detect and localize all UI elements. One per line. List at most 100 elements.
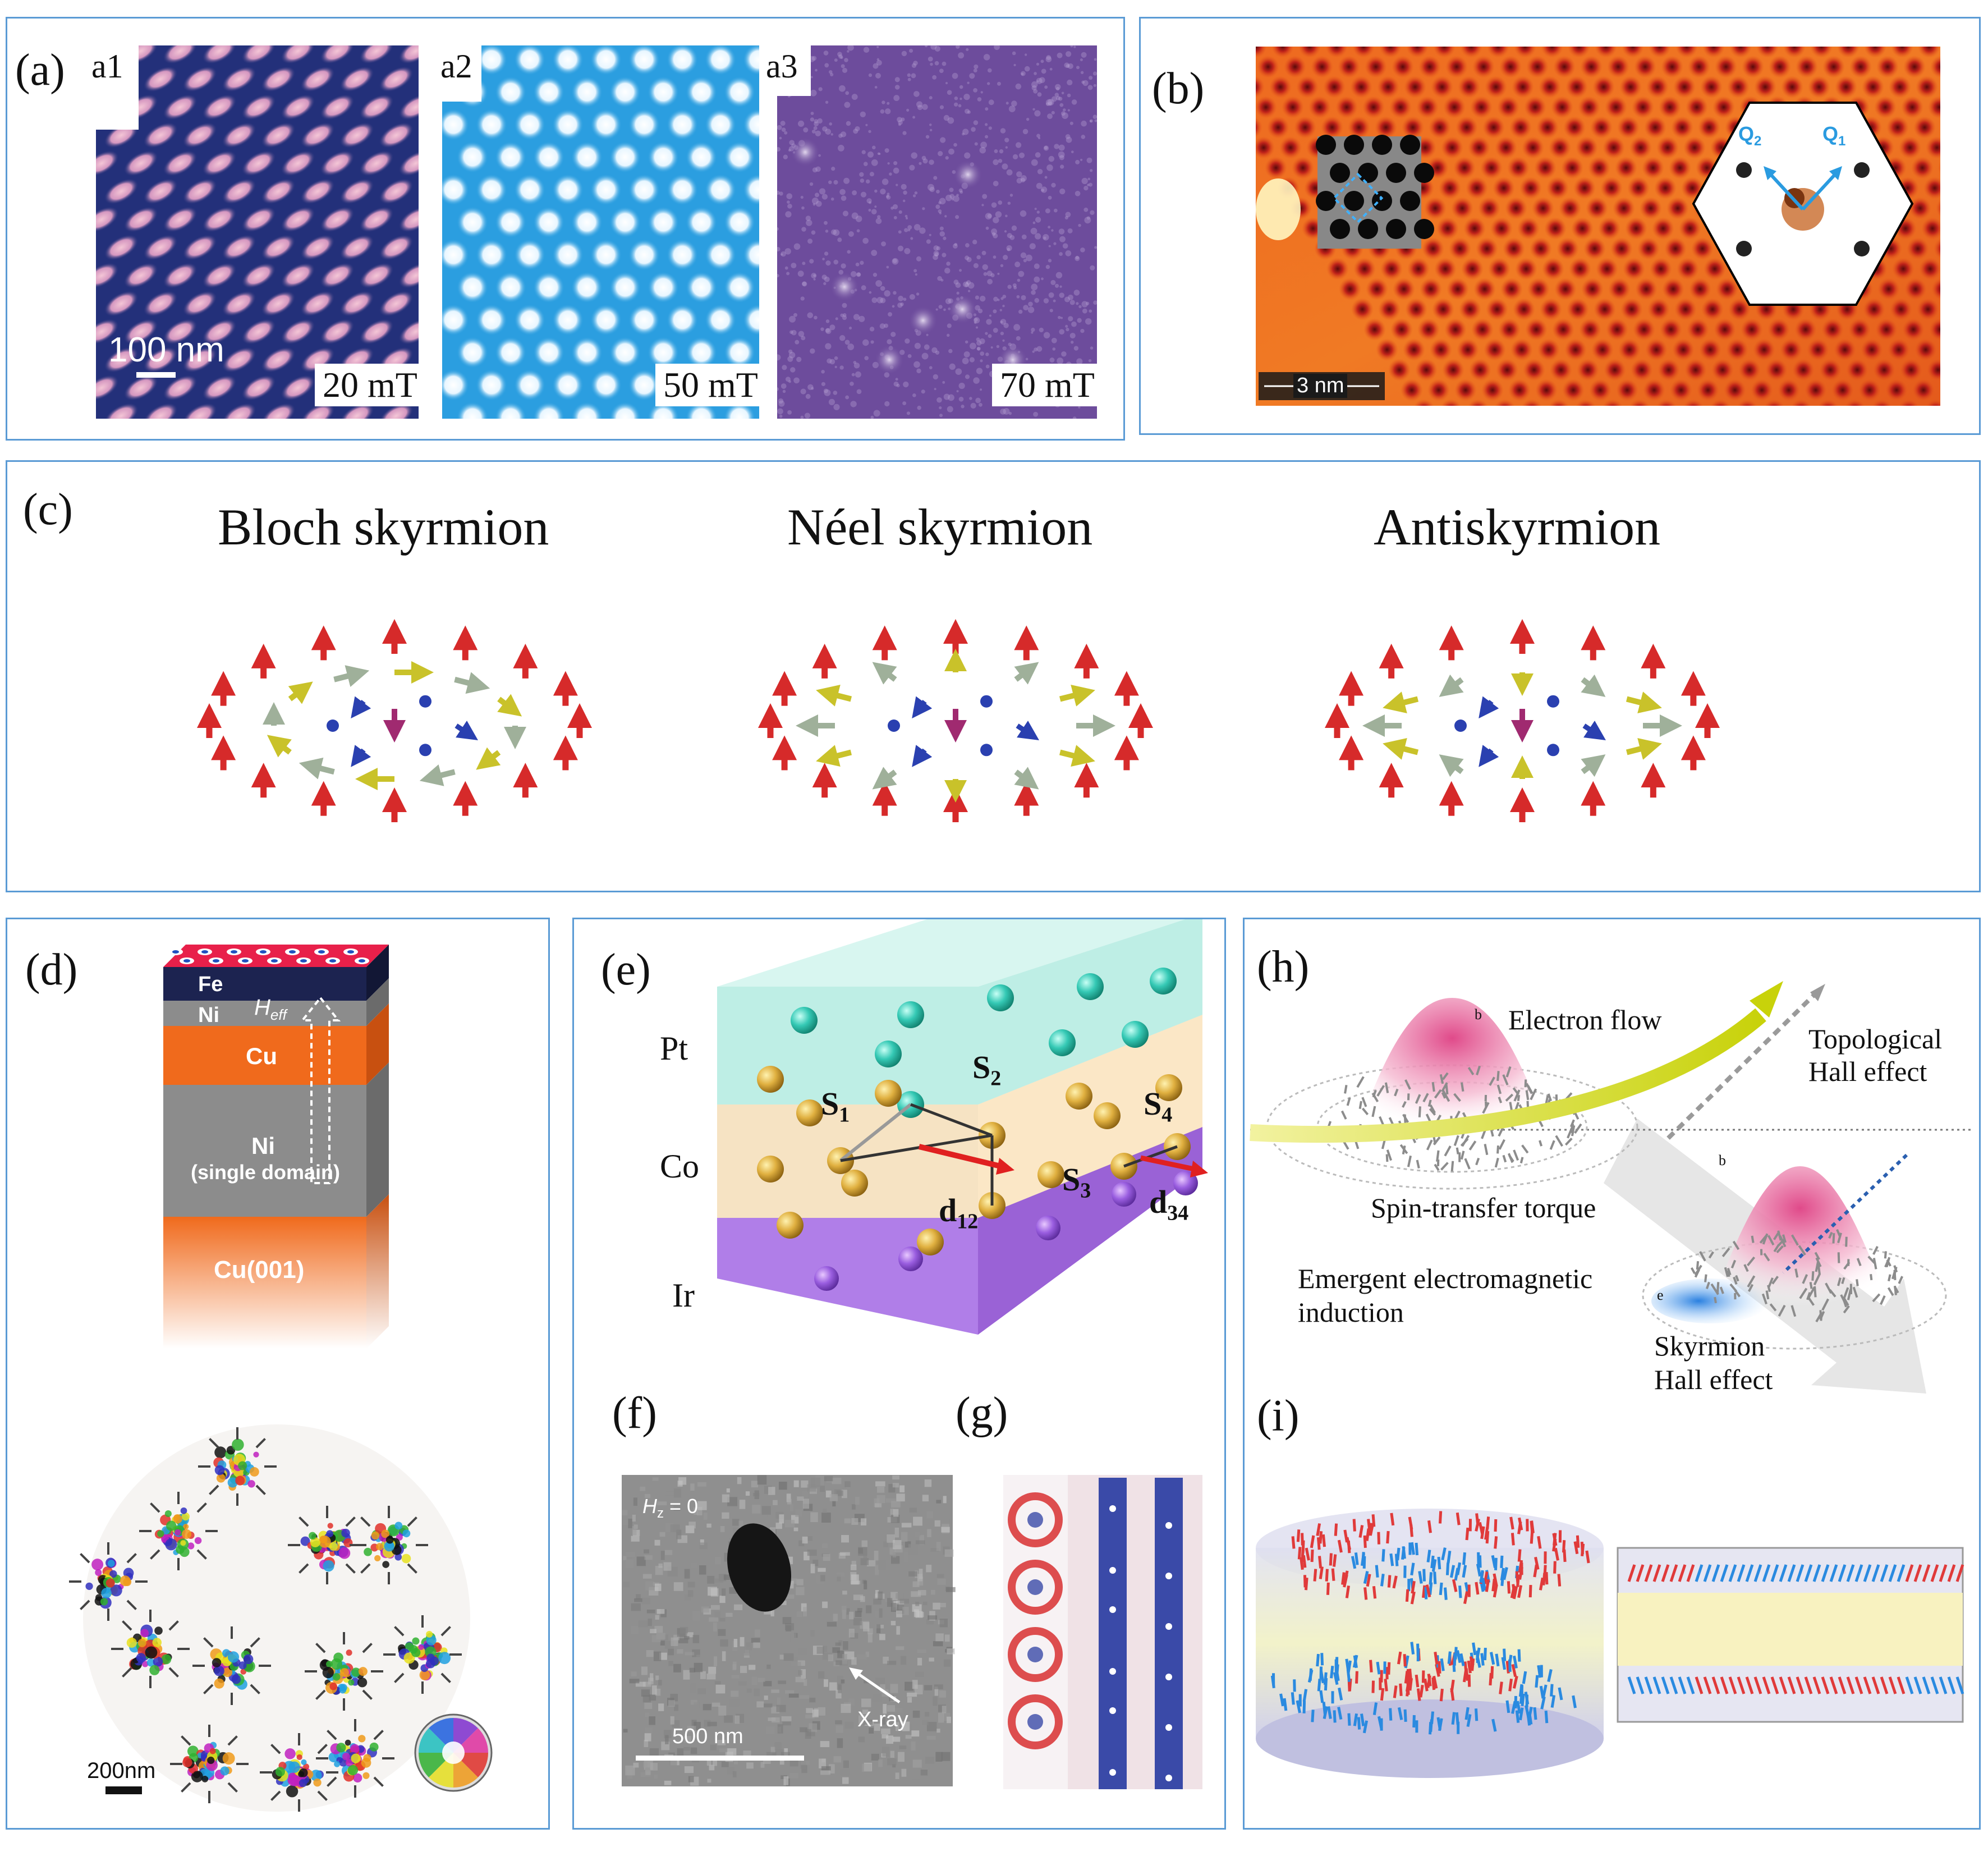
noise-speck (786, 272, 790, 276)
skyrmion-spot (261, 178, 296, 205)
skyrmion-spot (609, 76, 641, 108)
top-dot-core (260, 950, 267, 954)
noise-speck (959, 97, 962, 100)
spin-arrow (1771, 1276, 1779, 1285)
skyrmion-pixel (341, 1528, 350, 1538)
lattice-spot (1821, 318, 1844, 341)
spin-arrow (419, 764, 456, 786)
skyrmion-pixel (319, 1536, 327, 1543)
hz-sub: z (657, 1506, 664, 1522)
lattice-spot (1629, 136, 1652, 159)
noise-speck (810, 89, 817, 97)
skyrmion-pixel (351, 1667, 361, 1677)
skyrmion-pixel (403, 1652, 415, 1664)
skyrmion-spot (104, 178, 139, 205)
noise-pixel (640, 1487, 646, 1491)
skyrmion-pixel (182, 1524, 189, 1530)
spin-arrow (1636, 1676, 1645, 1694)
lattice-spot (1353, 258, 1376, 280)
noise-speck (825, 100, 829, 104)
noise-speck (919, 162, 922, 165)
skyrmion-spot (552, 45, 584, 75)
lattice-spot (1339, 278, 1361, 300)
noise-speck (985, 364, 990, 369)
noise-speck (871, 297, 878, 303)
spin-arrow (1955, 1676, 1964, 1694)
skyrmion-pixel (328, 1752, 339, 1763)
noise-pixel (893, 1509, 899, 1517)
spin-arrow (1794, 1268, 1799, 1278)
noise-speck (1054, 144, 1059, 149)
noise-pixel (644, 1555, 653, 1560)
noise-speck (997, 81, 1001, 86)
noise-speck (984, 123, 988, 126)
spin-arrow (912, 696, 933, 719)
noise-speck (933, 250, 939, 256)
noise-speck (864, 356, 869, 360)
noise-speck (873, 63, 879, 69)
skyrmion-spot (953, 160, 982, 189)
noise-pixel (726, 1488, 730, 1493)
noise-pixel (915, 1532, 921, 1537)
spin-arrow (1843, 1305, 1850, 1314)
noise-pixel (863, 1550, 867, 1559)
skyrmion-spot (339, 402, 374, 419)
skyrmion-spot (104, 290, 139, 317)
spin-arrow (1424, 1678, 1429, 1692)
noise-pixel (641, 1689, 650, 1697)
spin-arrow (1279, 1693, 1284, 1707)
lattice-spot (1625, 217, 1647, 240)
noise-speck (1012, 51, 1016, 56)
lattice-spot (1817, 399, 1839, 406)
noise-pixel (871, 1753, 879, 1761)
noise-speck (969, 73, 975, 79)
skyrmion-spot (495, 207, 526, 238)
spin-arrow (1317, 1679, 1321, 1692)
noise-pixel (907, 1697, 912, 1703)
lattice-spot (1418, 56, 1441, 78)
spin-arrow (1445, 1084, 1449, 1095)
noise-pixel (802, 1536, 808, 1544)
noise-speck (939, 105, 944, 109)
noise-speck (997, 272, 1000, 275)
spin-arrow (1353, 1713, 1358, 1726)
noise-speck (837, 237, 842, 242)
spin-arrow (1871, 1564, 1880, 1582)
noise-speck (933, 254, 938, 260)
lattice-spot (1430, 338, 1452, 361)
noise-speck (1061, 91, 1064, 95)
noise-speck (1067, 79, 1073, 86)
spin-arrow (196, 1502, 207, 1513)
spin-arrow (1383, 738, 1419, 760)
lattice-spot (1505, 197, 1527, 219)
noise-pixel (646, 1610, 655, 1614)
spin-arrow (1490, 1666, 1494, 1679)
lattice-spot (1500, 278, 1523, 300)
noise-speck (801, 206, 805, 210)
noise-speck (821, 369, 825, 374)
spin-arrow (1509, 1102, 1513, 1111)
noise-speck (1025, 53, 1027, 56)
lattice-spot (1819, 359, 1842, 381)
lattice-spot (1691, 237, 1714, 260)
panel-e-label: (e) (601, 945, 651, 995)
skyrmion-spot (476, 45, 507, 75)
skyrmion-pixel (330, 1658, 343, 1670)
skyrmion-spot (320, 150, 355, 177)
noise-speck (1021, 234, 1027, 240)
noise-speck (1045, 264, 1050, 269)
lattice-spot (1674, 298, 1697, 320)
spin-arrow (1509, 1516, 1514, 1530)
noise-speck (965, 282, 970, 287)
noise-pixel (694, 1507, 698, 1515)
skyrmion-spot (552, 304, 584, 336)
noise-speck (953, 102, 958, 107)
skyrmion-pixel (107, 1560, 115, 1568)
spin-arrow (1737, 1564, 1746, 1582)
lattice-spot (1362, 96, 1385, 118)
spin-arrow (181, 1782, 191, 1793)
skyrmion-spot (96, 262, 119, 289)
noise-speck (1006, 245, 1012, 251)
skyrmion-pixel (394, 1522, 403, 1530)
noise-pixel (866, 1605, 872, 1614)
